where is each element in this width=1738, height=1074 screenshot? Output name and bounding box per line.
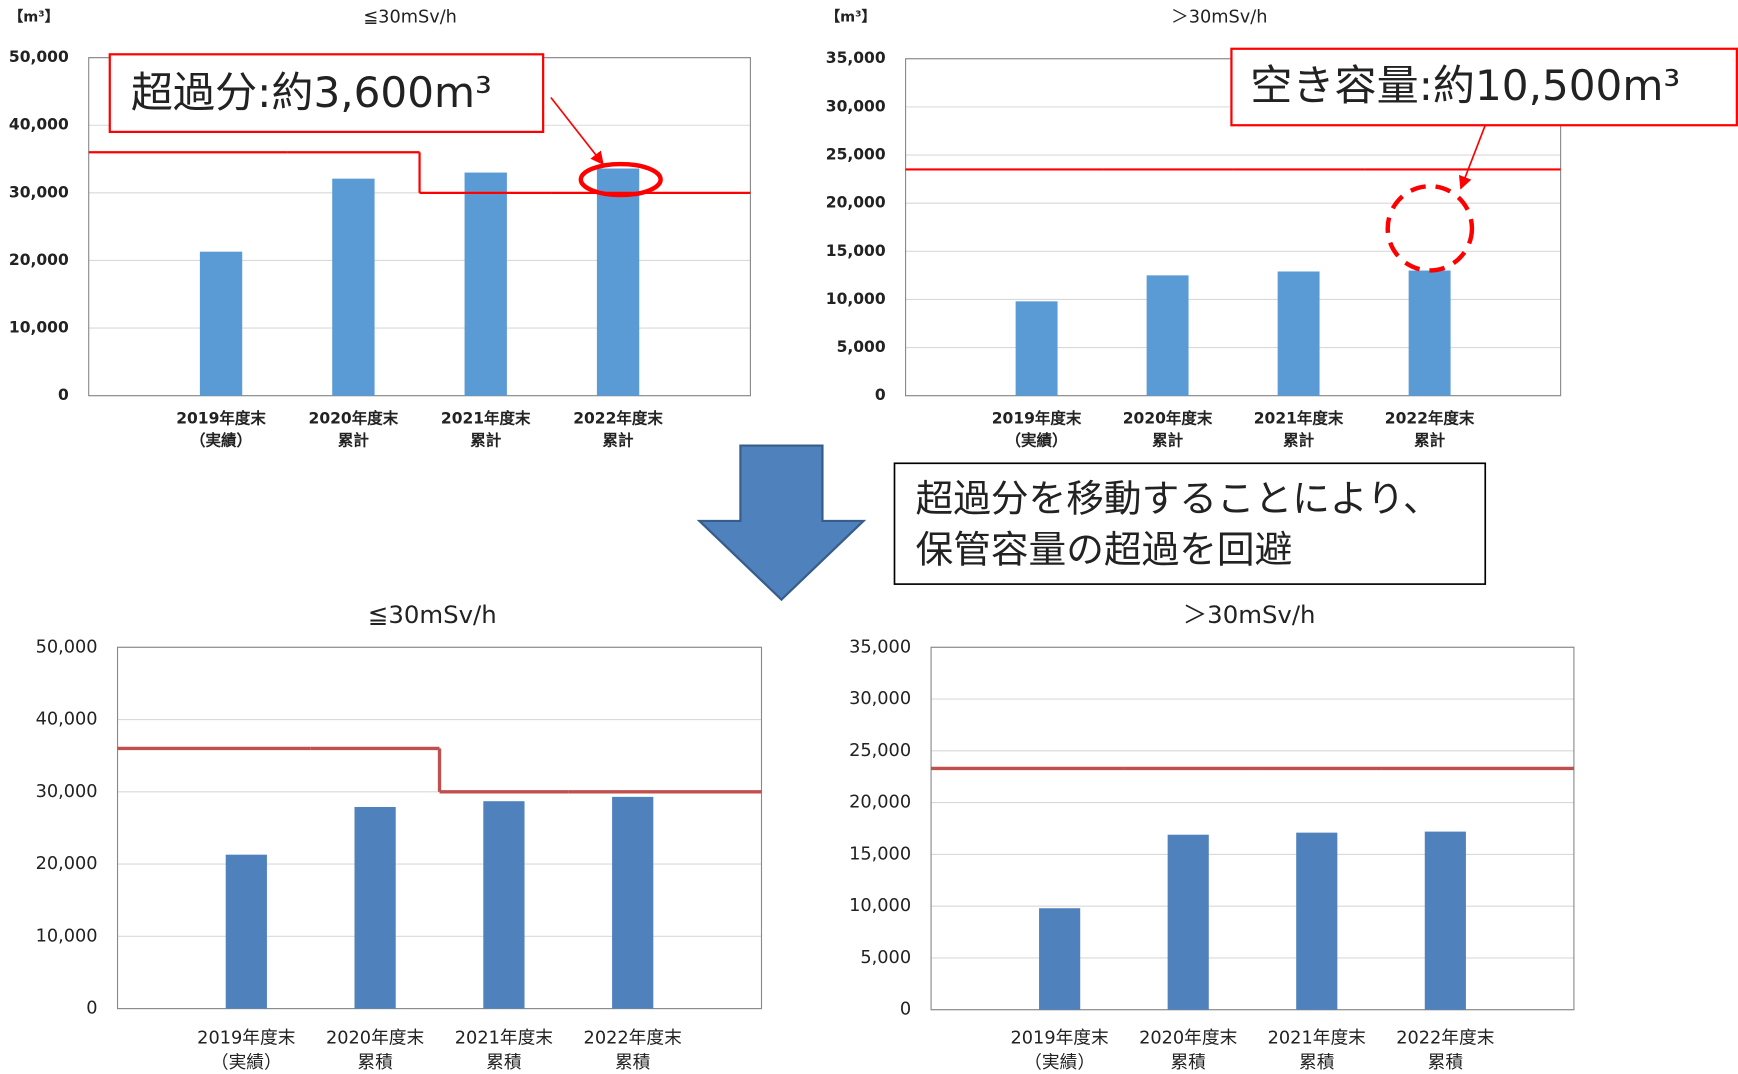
x-tick-label: 2021年度末 xyxy=(1254,408,1344,427)
x-tick-label: （実績） xyxy=(190,431,252,450)
bar xyxy=(1039,908,1081,1010)
callout-box xyxy=(893,462,1487,585)
y-tick-label: 15,000 xyxy=(849,844,911,864)
chart-title: ≦30mSv/h xyxy=(368,600,497,629)
x-tick-label: 2019年度末 xyxy=(992,408,1082,427)
x-tick-label: 累計 xyxy=(1152,431,1184,450)
y-tick-label: 20,000 xyxy=(36,854,98,874)
y-tick-label: 20,000 xyxy=(826,194,886,212)
y-tick-label: 10,000 xyxy=(9,319,69,337)
y-tick-label: 30,000 xyxy=(826,97,886,115)
y-tick-label: 50,000 xyxy=(36,637,98,657)
x-tick-label: 累計 xyxy=(603,431,635,450)
x-tick-label: 累積 xyxy=(1299,1052,1335,1073)
bar xyxy=(464,172,507,396)
y-tick-label: 30,000 xyxy=(849,689,911,709)
x-tick-label: 2022年度末 xyxy=(573,408,663,427)
x-tick-label: （実績） xyxy=(1006,431,1068,450)
x-tick-label: 累計 xyxy=(1414,431,1446,450)
y-tick-label: 40,000 xyxy=(9,116,69,134)
bar xyxy=(199,251,243,396)
unit-label: 【m³】 xyxy=(826,9,876,26)
bar xyxy=(596,168,640,396)
y-tick-label: 5,000 xyxy=(860,948,911,968)
callout-line: 超過分を移動することにより、 xyxy=(916,476,1441,520)
y-tick-label: 25,000 xyxy=(849,741,911,761)
callout-line: 保管容量の超過を回避 xyxy=(916,527,1293,571)
x-tick-label: 2021年度末 xyxy=(455,1028,554,1049)
x-tick-label: 累積 xyxy=(1170,1052,1206,1073)
y-tick-label: 0 xyxy=(58,386,69,404)
x-tick-label: 2022年度末 xyxy=(584,1028,683,1049)
annotation: 超過分:約3,600m³ xyxy=(131,68,492,117)
y-tick-label: 5,000 xyxy=(837,338,886,356)
y-tick-label: 30,000 xyxy=(36,782,98,802)
bar xyxy=(1424,831,1466,1010)
bar xyxy=(332,178,375,396)
y-tick-label: 30,000 xyxy=(9,183,69,201)
bar xyxy=(1146,275,1189,396)
annotation-box xyxy=(1230,47,1738,127)
bar xyxy=(1277,271,1320,396)
x-tick-label: 累積 xyxy=(486,1052,522,1073)
x-tick-label: 2021年度末 xyxy=(441,408,531,427)
y-tick-label: 10,000 xyxy=(826,290,886,308)
down-arrow xyxy=(696,444,867,602)
x-tick-label: 2022年度末 xyxy=(1385,408,1475,427)
unit-label: 【m³】 xyxy=(9,9,59,26)
y-tick-label: 40,000 xyxy=(36,710,98,730)
annotation: 空き容量:約10,500m³ xyxy=(1250,61,1680,110)
bar xyxy=(612,796,654,1009)
x-tick-label: 累積 xyxy=(615,1052,651,1073)
bar xyxy=(1167,834,1209,1010)
bar xyxy=(225,854,267,1009)
x-tick-label: 2019年度末 xyxy=(176,408,266,427)
y-tick-label: 10,000 xyxy=(849,896,911,916)
bar xyxy=(354,806,396,1009)
y-tick-label: 35,000 xyxy=(849,637,911,657)
chart-title: ＞30mSv/h xyxy=(1171,8,1267,28)
x-tick-label: 2020年度末 xyxy=(1139,1028,1238,1049)
chart-title: ＞30mSv/h xyxy=(1183,600,1316,629)
x-tick-label: 2020年度末 xyxy=(309,408,399,427)
y-tick-label: 0 xyxy=(875,386,886,404)
x-tick-label: 2020年度末 xyxy=(326,1028,425,1049)
bar xyxy=(1015,301,1058,396)
x-tick-label: 累計 xyxy=(470,431,502,450)
x-tick-label: 2021年度末 xyxy=(1268,1028,1367,1049)
y-tick-label: 20,000 xyxy=(9,251,69,269)
x-tick-label: （実績） xyxy=(211,1052,282,1073)
x-tick-label: 2019年度末 xyxy=(197,1028,296,1049)
y-tick-label: 0 xyxy=(86,999,97,1019)
y-tick-label: 35,000 xyxy=(826,49,886,67)
bar xyxy=(1296,832,1338,1010)
y-tick-label: 20,000 xyxy=(849,793,911,813)
y-tick-label: 15,000 xyxy=(826,242,886,260)
x-tick-label: 2022年度末 xyxy=(1396,1028,1495,1049)
bar xyxy=(483,801,525,1009)
x-tick-label: 累計 xyxy=(338,431,370,450)
chart-title: ≦30mSv/h xyxy=(363,8,457,28)
x-tick-label: 累計 xyxy=(1283,431,1315,450)
annotation-box xyxy=(108,53,545,134)
y-tick-label: 0 xyxy=(900,1000,911,1020)
y-tick-label: 25,000 xyxy=(826,146,886,164)
bar xyxy=(1408,270,1451,396)
x-tick-label: 2020年度末 xyxy=(1123,408,1213,427)
annotation-arrow xyxy=(1458,124,1487,190)
x-tick-label: 2019年度末 xyxy=(1011,1028,1110,1049)
x-tick-label: 累積 xyxy=(357,1052,393,1073)
plot-border xyxy=(930,646,1575,1011)
x-tick-label: 累積 xyxy=(1428,1052,1464,1073)
highlight-ellipse xyxy=(578,161,663,198)
highlight-circle xyxy=(1385,183,1475,273)
annotation-arrow xyxy=(550,97,604,166)
x-tick-label: （実績） xyxy=(1024,1052,1095,1073)
plot-border xyxy=(116,646,763,1010)
y-tick-label: 50,000 xyxy=(9,48,69,66)
y-tick-label: 10,000 xyxy=(36,926,98,946)
